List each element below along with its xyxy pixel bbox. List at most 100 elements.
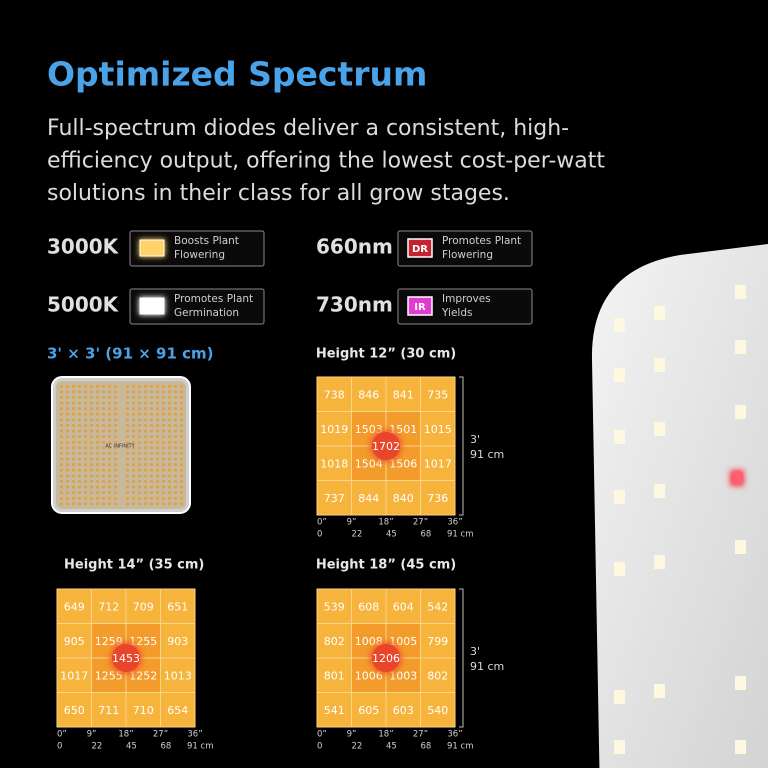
legend-label: 660nm (316, 235, 393, 259)
board-led (66, 480, 69, 483)
board-led (114, 390, 117, 394)
tick-inch: 27” (413, 518, 428, 528)
board-led (102, 429, 105, 433)
board-led (90, 390, 93, 394)
legend: 3000K Boosts Plant Flowering 660nm DR Promote… (47, 230, 533, 325)
grid-cell (420, 411, 456, 447)
center-dot (372, 644, 400, 672)
board-led (132, 491, 135, 494)
cell-value: 840 (393, 492, 414, 505)
board-led (114, 435, 117, 438)
board-led (90, 452, 93, 455)
cell-value: 541 (324, 704, 345, 717)
board-led (138, 413, 141, 416)
board-led (180, 435, 183, 438)
board-led (114, 452, 117, 455)
board-led (72, 385, 75, 388)
board-led (78, 463, 81, 466)
cell-value: 1006 (355, 669, 383, 682)
board-led (102, 407, 105, 410)
grid-cell (385, 480, 421, 516)
board-led (66, 407, 69, 410)
board-led (102, 424, 105, 427)
board-led (96, 457, 99, 461)
board-led (162, 485, 165, 489)
board-led (162, 385, 165, 388)
board-led (96, 390, 99, 394)
board-led (138, 385, 141, 388)
board-led (66, 497, 69, 500)
board-led (126, 491, 129, 494)
side-bracket (459, 588, 464, 728)
board-led (126, 424, 129, 427)
legend-text: Improves (442, 293, 491, 305)
board-led (108, 485, 111, 489)
board-led (90, 491, 93, 494)
center-dot (372, 432, 400, 460)
board-led (126, 497, 129, 500)
board-led (90, 413, 93, 416)
board-led (168, 474, 171, 478)
board-led (126, 441, 129, 444)
board-led (84, 396, 87, 399)
cell-value: 654 (167, 704, 188, 717)
board-led (60, 463, 63, 466)
board-led (84, 485, 87, 489)
board-led (114, 474, 117, 478)
board-led (174, 401, 177, 405)
board-led (96, 463, 99, 466)
grid-cell (385, 588, 421, 624)
board-led (150, 491, 153, 494)
board-led (156, 385, 159, 388)
lamp-panel (591, 244, 768, 768)
cell-value: 608 (358, 600, 379, 613)
board-led (126, 446, 129, 450)
grid-cell (385, 692, 421, 728)
board-led (138, 497, 141, 500)
grid-cell (385, 376, 421, 412)
board-led (150, 502, 153, 506)
board-led (144, 401, 147, 405)
board-led (60, 407, 63, 410)
board-led (108, 457, 111, 461)
cell-value: 1008 (355, 635, 383, 648)
board-led (138, 502, 141, 506)
board-led (114, 480, 117, 483)
cell-value: 1019 (320, 423, 348, 436)
board-led (114, 418, 117, 422)
board-led (180, 424, 183, 427)
board-led (66, 485, 69, 489)
board-led (168, 435, 171, 438)
grid-cell (160, 623, 196, 659)
board-led (102, 435, 105, 438)
board-led (174, 452, 177, 455)
board-led (78, 435, 81, 438)
board-led (138, 446, 141, 450)
grid-cell (160, 588, 196, 624)
board-led (60, 396, 63, 399)
board-led (60, 390, 63, 394)
board-led (174, 480, 177, 483)
board-led (126, 452, 129, 455)
board-led (66, 396, 69, 399)
board-led (60, 497, 63, 500)
board-led (180, 457, 183, 461)
board-led (180, 390, 183, 394)
board-led (66, 401, 69, 405)
board-led (78, 413, 81, 416)
board-led (126, 463, 129, 466)
board-led (72, 480, 75, 483)
board-led (138, 457, 141, 461)
board-led (108, 469, 111, 472)
board-led (180, 474, 183, 478)
board-led (174, 385, 177, 388)
board-led (102, 480, 105, 483)
board-led (126, 390, 129, 394)
board-led (90, 457, 93, 461)
board-led (150, 441, 153, 444)
board-led (150, 429, 153, 433)
cell-value: 711 (98, 704, 119, 717)
board-led (72, 429, 75, 433)
board-led (126, 418, 129, 422)
board-led (78, 407, 81, 410)
